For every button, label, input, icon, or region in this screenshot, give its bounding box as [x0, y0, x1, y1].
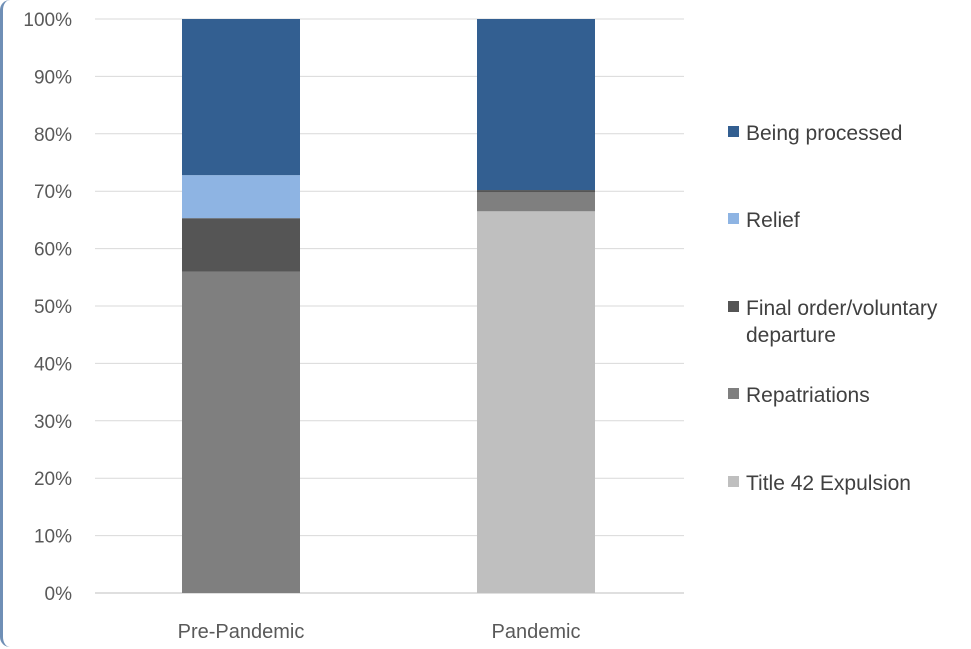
- legend-item: Relief: [728, 209, 800, 232]
- legend-swatch: [728, 301, 739, 312]
- bar-segment-being-processed: [182, 19, 300, 176]
- x-tick-label: Pre-Pandemic: [178, 621, 305, 643]
- y-axis: 0% 10% 20% 30% 40% 50% 60% 70% 80% 90% 100%: [23, 10, 72, 605]
- y-tick-label: 0%: [45, 584, 73, 605]
- bar-segment-repatriations: [477, 192, 595, 212]
- bar-segment-final-order-voluntary-departure: [477, 190, 595, 193]
- y-tick-label: 50%: [34, 297, 72, 318]
- bar-segment-being-processed: [477, 19, 595, 191]
- y-tick-label: 10%: [34, 527, 72, 548]
- legend-item: Title 42 Expulsion: [728, 472, 911, 495]
- x-axis: Pre-Pandemic Pandemic: [178, 621, 581, 643]
- legend-label: Repatriations: [746, 384, 870, 407]
- y-tick-label: 20%: [34, 469, 72, 490]
- legend: Being processed Relief Final order/volunta…: [728, 122, 938, 495]
- bar-segment-repatriations: [182, 271, 300, 593]
- legend-swatch: [728, 388, 739, 399]
- legend-label: Title 42 Expulsion: [746, 472, 911, 495]
- y-tick-label: 90%: [34, 67, 72, 88]
- bar-segment-relief: [182, 175, 300, 219]
- y-tick-label: 40%: [34, 354, 72, 375]
- y-tick-label: 70%: [34, 182, 72, 203]
- legend-swatch: [728, 476, 739, 487]
- bar-segment-title-42-expulsion: [477, 211, 595, 594]
- x-tick-label: Pandemic: [492, 621, 581, 643]
- legend-swatch: [728, 126, 739, 137]
- y-tick-label: 30%: [34, 412, 72, 433]
- y-tick-label: 60%: [34, 240, 72, 261]
- legend-label: Relief: [746, 209, 800, 232]
- legend-swatch: [728, 213, 739, 224]
- y-tick-label: 100%: [23, 10, 72, 31]
- legend-label: Final order/voluntary departure: [746, 297, 938, 347]
- bar-segment-final-order-voluntary-departure: [182, 218, 300, 272]
- legend-item: Being processed: [728, 122, 902, 145]
- legend-item: Final order/voluntary departure: [728, 297, 938, 347]
- legend-label: Being processed: [746, 122, 902, 145]
- legend-item: Repatriations: [728, 384, 870, 407]
- bars: [182, 19, 595, 594]
- y-tick-label: 80%: [34, 125, 72, 146]
